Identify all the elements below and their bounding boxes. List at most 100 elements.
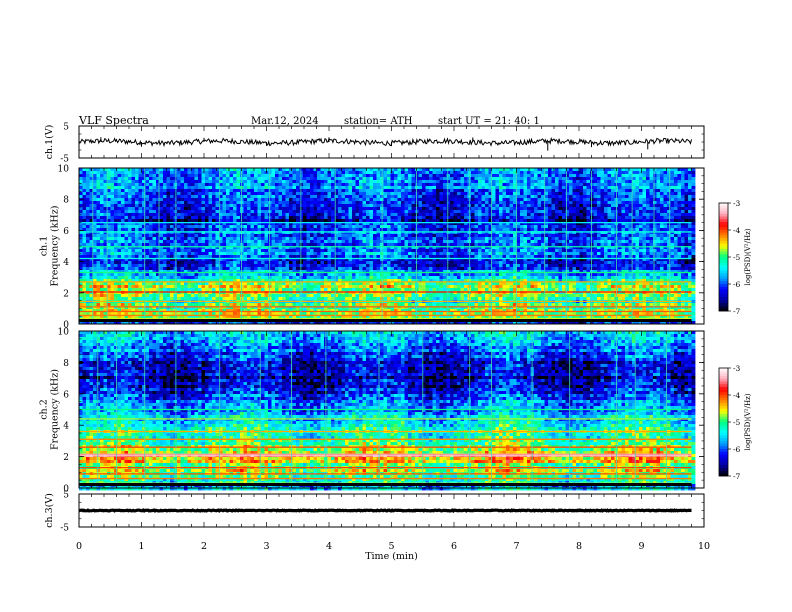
ch1-spectrogram-cell [541,228,545,232]
ch1-spectrogram-cell [404,207,409,211]
ch1-spectrogram-cell [334,171,339,175]
ch1-spectrogram-cell [429,204,433,208]
ch1-spectrogram-cell [502,183,507,187]
ch1-spectrogram-cell [100,195,104,199]
ch1-spectrogram-cell [681,177,685,181]
ch1-spectrogram-cell [282,225,286,229]
ch1-spectrogram-cell [306,222,311,226]
ch1-spectrogram-cell [502,225,507,229]
ch1-spectrogram-cell [667,219,671,223]
ch1-spectrogram-cell [261,186,265,190]
ch1-spectrogram-cell [436,231,440,235]
ch1-waveform-panel: 5-5ch.1(V) [44,123,705,165]
ch1-spectrogram-cell [425,249,430,253]
ch1-spectrogram-cell [145,177,150,181]
ch1-spectrogram-cell [642,168,647,172]
ch1-spectrogram-cell [145,201,150,205]
ch1-spectrogram-cell [338,183,342,187]
ch1-spectrogram-cell [628,195,633,199]
ch1-spectrogram-cell [509,195,514,199]
ch1-spectrogram-cell [159,240,164,244]
ch1-spectrogram-cell [653,240,657,244]
ch1-spectrogram-cell [163,243,167,247]
ch1-spectrogram-cell [478,189,482,193]
ch1-spectrogram-cell [464,210,468,214]
ch1-spectrogram-cell [572,204,577,208]
ch1-spectrogram-cell [548,222,552,226]
ch1-spectrogram-cell [128,210,132,214]
ch1-spectrogram-cell [320,198,325,202]
ch1-spectrogram-cell [628,219,633,223]
ch1-spectrogram-cell [586,204,591,208]
ch1-spectrogram-cell [208,222,213,226]
ch1-spectrogram-cell [432,246,437,250]
ch1-spectrogram-cell [261,192,265,196]
ch1-spectrogram-cell [632,192,636,196]
ch1-spectrogram-cell [257,216,262,220]
ch1-spectrogram-cell [194,237,199,241]
ch1-spectrogram-cell [481,243,486,247]
ch1-spectrogram-cell [313,189,318,193]
ch1-spectrogram-cell [103,216,108,220]
ch1-spectrogram-cell [299,237,304,241]
ch1-spectrogram-cell [534,222,538,226]
ch1-spectrogram-cell [579,228,584,232]
ch1-spectrogram-cell [555,207,559,211]
ch1-spectrogram-cell [523,213,528,217]
ch1-spectrogram-cell [530,201,535,205]
ch1-spectrogram-cell [296,174,300,178]
ch1-spectrogram-cell [198,192,202,196]
ch1-spectrogram-cell [408,174,412,178]
ch1-spectrogram-cell [642,198,647,202]
ch1-spectrogram-cell [481,231,486,235]
ch1-spectrogram-cell [299,231,304,235]
ch1-spectrogram-cell [79,234,83,238]
ch1-spectrogram-cell [278,216,283,220]
ch1-spectrogram-cell [170,231,174,235]
ch1-spectrogram-cell [198,246,202,250]
ch1-spectrogram-cell [250,189,255,193]
ch1-spectrogram-cell [254,186,258,190]
ch1-spectrogram-cell [184,225,188,229]
ch1-spectrogram-cell [670,198,675,202]
ch1-spectrogram-cell [107,186,111,190]
ch1-spectrogram-cell [513,222,517,226]
ch1-spectrogram-cell [110,231,115,235]
ch1-spectrogram-cell [555,171,559,175]
ch1-spectrogram-cell [275,171,279,175]
ch1-spectrogram-cell [478,237,482,241]
ch1-spectrogram-cell [443,210,447,214]
ch1-spectrogram-cell [387,174,391,178]
ch1-spectrogram-cell [170,198,174,202]
ch1-spectrogram-cell [646,219,650,223]
ch1-spectrogram-cell [474,180,479,184]
ch1-spectrogram-cell [303,225,307,229]
ch1-spectrogram-cell [149,243,153,247]
ch1-spectrogram-cell [180,216,185,220]
ch1-spectrogram-cell [586,237,591,241]
ch1-spectrogram-cell [128,177,132,181]
ch1-spectrogram-cell [562,225,566,229]
ch1-spectrogram-cell [677,180,682,184]
ch1-spectrogram-cell [670,171,675,175]
ch1-spectrogram-cell [156,222,160,226]
ch1-spectrogram-cell [674,231,678,235]
ch1-spectrogram-cell [481,204,486,208]
ch1-spectrogram-cell [621,186,626,190]
ch1-spectrogram-cell [348,186,353,190]
ch1-spectrogram-cell [502,219,507,223]
ch1-spectrogram-cell [457,243,461,247]
ch1-spectrogram-cell [264,204,269,208]
ch1-spectrogram-cell [597,180,601,184]
ch1-spectrogram-cell [593,234,598,238]
ch1-spectrogram-cell [345,171,349,175]
ch1-spectrogram-cell [562,177,566,181]
ch1-spectrogram-cell [219,237,223,241]
ch1-spectrogram-cell [607,177,612,181]
ch1-spectrogram-cell [303,237,307,241]
ch1-spectrogram-cell [488,219,493,223]
ch1-spectrogram-cell [600,210,605,214]
ch1-spectrogram-cell [656,180,661,184]
ch1-spectrogram-cell [208,219,213,223]
ch1-spectrogram-cell [89,222,94,226]
